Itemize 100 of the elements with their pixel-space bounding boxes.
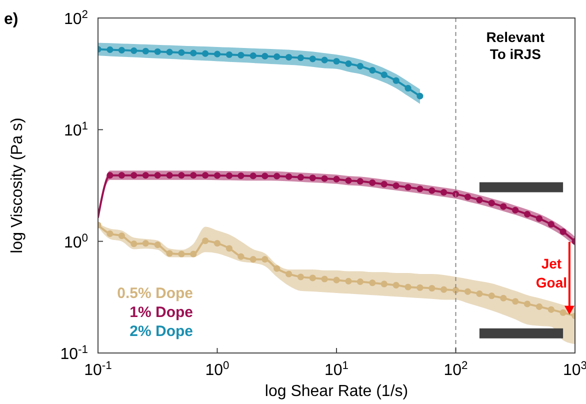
series-label: 0.5% Dope <box>117 285 193 302</box>
point <box>106 230 114 238</box>
point <box>476 290 483 297</box>
point <box>142 48 149 54</box>
point <box>190 172 197 179</box>
point <box>166 172 173 179</box>
point <box>548 306 554 313</box>
point <box>512 298 519 305</box>
point <box>321 276 328 282</box>
point <box>285 270 292 278</box>
point <box>500 203 507 210</box>
point <box>274 53 280 60</box>
point <box>118 232 125 240</box>
point <box>548 221 554 228</box>
y-tick-label: 10$^{2}$ <box>64 9 88 28</box>
point <box>404 184 412 191</box>
point <box>321 175 328 182</box>
point <box>345 177 352 184</box>
point <box>250 172 256 180</box>
y-tick-label: 10$^{0}$ <box>64 232 88 252</box>
point <box>178 49 185 56</box>
point <box>274 265 280 272</box>
point <box>380 72 388 78</box>
point <box>214 50 221 58</box>
point <box>428 187 436 194</box>
point <box>142 240 149 247</box>
point <box>130 47 138 54</box>
ref-line-label: Relevant To iRJS <box>486 29 545 62</box>
point <box>226 51 233 58</box>
point <box>309 274 316 282</box>
x-tick-label: 10$^{-1}$ <box>84 360 112 379</box>
point <box>356 62 364 70</box>
point <box>560 309 566 316</box>
point <box>416 92 424 100</box>
point <box>178 250 185 258</box>
point <box>130 172 138 179</box>
point <box>262 52 268 60</box>
point <box>118 46 125 54</box>
point <box>464 288 472 295</box>
y-tick-label: 10$^{-1}$ <box>60 344 88 363</box>
point <box>130 240 138 248</box>
point <box>214 172 221 179</box>
point <box>190 50 197 56</box>
text: e) <box>4 11 18 28</box>
point <box>369 280 376 286</box>
point <box>285 54 292 61</box>
point <box>428 284 436 292</box>
point <box>392 182 400 189</box>
point <box>369 179 376 186</box>
point <box>440 188 448 196</box>
point <box>333 176 340 183</box>
point <box>202 172 209 179</box>
point <box>154 172 161 179</box>
point <box>512 206 519 214</box>
point <box>309 56 316 62</box>
x-tick-label: 10$^{2}$ <box>444 360 468 379</box>
point <box>333 276 340 284</box>
point <box>262 256 268 263</box>
point <box>297 274 304 280</box>
point <box>106 46 114 54</box>
point <box>274 172 280 180</box>
point <box>297 174 304 181</box>
point <box>356 278 364 285</box>
point <box>488 292 495 300</box>
point <box>345 278 352 284</box>
point <box>238 253 244 260</box>
point <box>250 256 256 263</box>
point <box>536 215 543 222</box>
point <box>226 245 233 252</box>
point <box>416 284 424 291</box>
x-axis-title: log Shear Rate (1/s) <box>264 383 408 400</box>
point <box>297 54 304 62</box>
point <box>476 196 483 204</box>
point <box>416 186 424 192</box>
point <box>178 172 185 179</box>
point <box>154 48 161 55</box>
point <box>333 58 340 65</box>
point <box>118 172 125 179</box>
point <box>321 56 328 64</box>
annotation: Jet Goal <box>536 255 568 290</box>
point <box>560 228 566 235</box>
point <box>154 242 161 248</box>
point <box>440 286 448 293</box>
point <box>190 250 197 258</box>
point <box>142 172 149 179</box>
point <box>250 52 256 59</box>
point <box>166 48 173 56</box>
text: 1% Dope <box>130 304 193 321</box>
point <box>488 200 495 206</box>
point <box>356 178 364 185</box>
y-axis-title: log Viscosity (Pa s) <box>9 118 26 254</box>
text: 2% Dope <box>130 323 193 340</box>
point <box>238 52 244 58</box>
y-tick-label: 10$^{1}$ <box>64 120 88 140</box>
point <box>202 238 209 244</box>
point <box>202 50 209 57</box>
point <box>238 172 244 180</box>
point <box>524 300 531 308</box>
point <box>380 180 388 188</box>
point <box>309 174 316 182</box>
